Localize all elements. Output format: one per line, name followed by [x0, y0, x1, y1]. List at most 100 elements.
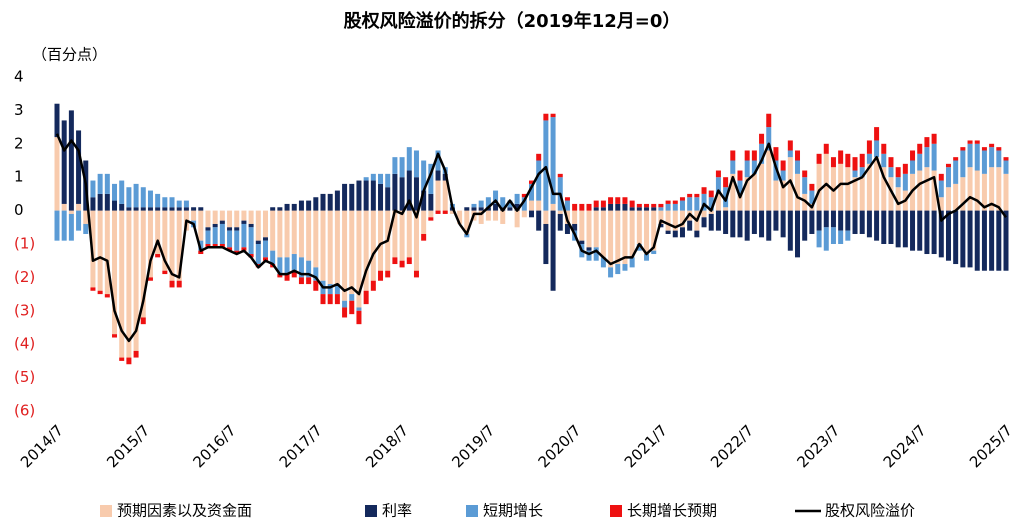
bar-segment	[234, 250, 240, 255]
bar-segment	[255, 244, 261, 265]
bar-segment	[996, 210, 1002, 271]
bar-segment	[378, 210, 384, 271]
bar-segment	[737, 180, 743, 194]
bar-segment	[291, 270, 297, 278]
bar-segment	[615, 197, 621, 204]
bar-segment	[938, 180, 944, 198]
x-tick-label: 2016/7	[190, 421, 240, 471]
bar-segment	[888, 210, 894, 244]
bar-segment	[349, 210, 355, 295]
bar-segment	[679, 200, 685, 211]
legend-swatch	[466, 505, 478, 517]
bar-segment	[644, 203, 650, 208]
bar-segment	[866, 210, 872, 238]
bar-segment	[615, 203, 621, 211]
bar-segment	[435, 150, 441, 171]
bar-segment	[981, 210, 987, 271]
bar-segment	[406, 147, 412, 171]
bar-segment	[493, 203, 499, 211]
bar-segment	[291, 210, 297, 255]
bar-segment	[205, 227, 211, 231]
bar-segment	[342, 307, 348, 318]
bar-segment	[478, 207, 484, 211]
bar-segment	[471, 203, 477, 208]
bar-segment	[529, 200, 534, 211]
bar-segment	[787, 150, 793, 158]
bar-segment	[651, 203, 657, 208]
bar-segment	[90, 287, 96, 291]
bar-segment	[550, 210, 556, 291]
bar-segment	[751, 173, 757, 211]
bar-segment	[140, 187, 146, 208]
bar-segment	[104, 193, 110, 211]
bar-segment	[529, 180, 534, 184]
bar-segment	[104, 294, 110, 298]
bar-segment	[629, 257, 635, 268]
bar-segment	[744, 150, 750, 161]
bar-segment	[672, 230, 678, 238]
bar-segment	[327, 210, 333, 285]
bar-segment	[730, 160, 736, 174]
legend-label: 短期增长	[483, 502, 543, 520]
x-tick-label: 2015/7	[103, 421, 153, 471]
bar-segment	[514, 193, 520, 204]
bar-segment	[399, 260, 405, 268]
bar-segment	[529, 183, 534, 201]
bar-segment	[766, 150, 772, 211]
bar-segment	[564, 200, 570, 211]
bar-segment	[687, 220, 693, 231]
bar-segment	[924, 147, 930, 168]
bar-segment	[493, 190, 499, 204]
bar-segment	[370, 210, 376, 281]
bar-segment	[104, 210, 110, 295]
bar-segment	[191, 210, 197, 221]
bar-segment	[61, 120, 67, 204]
legend-item: 利率	[365, 502, 412, 520]
bar-segment	[917, 143, 923, 154]
bar-segment	[284, 203, 290, 211]
bar-segment	[593, 207, 599, 211]
bar-segment	[205, 210, 211, 228]
chart-title: 股权风险溢价的拆分（2019年12月=0）	[343, 10, 681, 32]
bar-segment	[809, 183, 815, 191]
bar-segment	[306, 277, 312, 285]
bar-segment	[478, 200, 484, 208]
bar-segment	[54, 103, 60, 138]
legend-swatch	[610, 505, 622, 517]
bar-segment	[859, 177, 865, 211]
x-tick-label: 2019/7	[448, 421, 498, 471]
bar-segment	[298, 210, 304, 258]
bar-segment	[608, 203, 614, 211]
bar-segment	[629, 210, 635, 258]
bar-segment	[399, 177, 405, 211]
bar-segment	[931, 143, 937, 171]
legend-label: 长期增长预期	[627, 502, 717, 520]
bar-segment	[751, 160, 757, 174]
bar-segment	[313, 197, 319, 211]
bar-segment	[162, 207, 168, 211]
bar-segment	[795, 210, 801, 258]
bar-segment	[924, 167, 930, 211]
bar-segment	[600, 257, 606, 268]
bar-segment	[176, 210, 182, 281]
bar-segment	[262, 237, 268, 241]
bar-segment	[176, 207, 182, 211]
bar-segment	[485, 197, 491, 208]
bar-segment	[140, 317, 146, 325]
bar-segment	[816, 163, 822, 211]
bar-segment	[334, 294, 340, 305]
bar-segment	[68, 213, 74, 241]
bar-segment	[917, 170, 923, 211]
bar-segment	[61, 210, 67, 241]
legend-label: 利率	[382, 502, 412, 520]
bar-segment	[996, 167, 1002, 211]
bar-segment	[550, 203, 556, 211]
bar-segment	[730, 210, 736, 238]
bar-segment	[183, 200, 189, 208]
bar-segment	[363, 177, 369, 181]
bar-segment	[133, 210, 139, 351]
bar-segment	[694, 197, 700, 211]
bar-segment	[938, 173, 944, 181]
bar-segment	[234, 227, 240, 231]
